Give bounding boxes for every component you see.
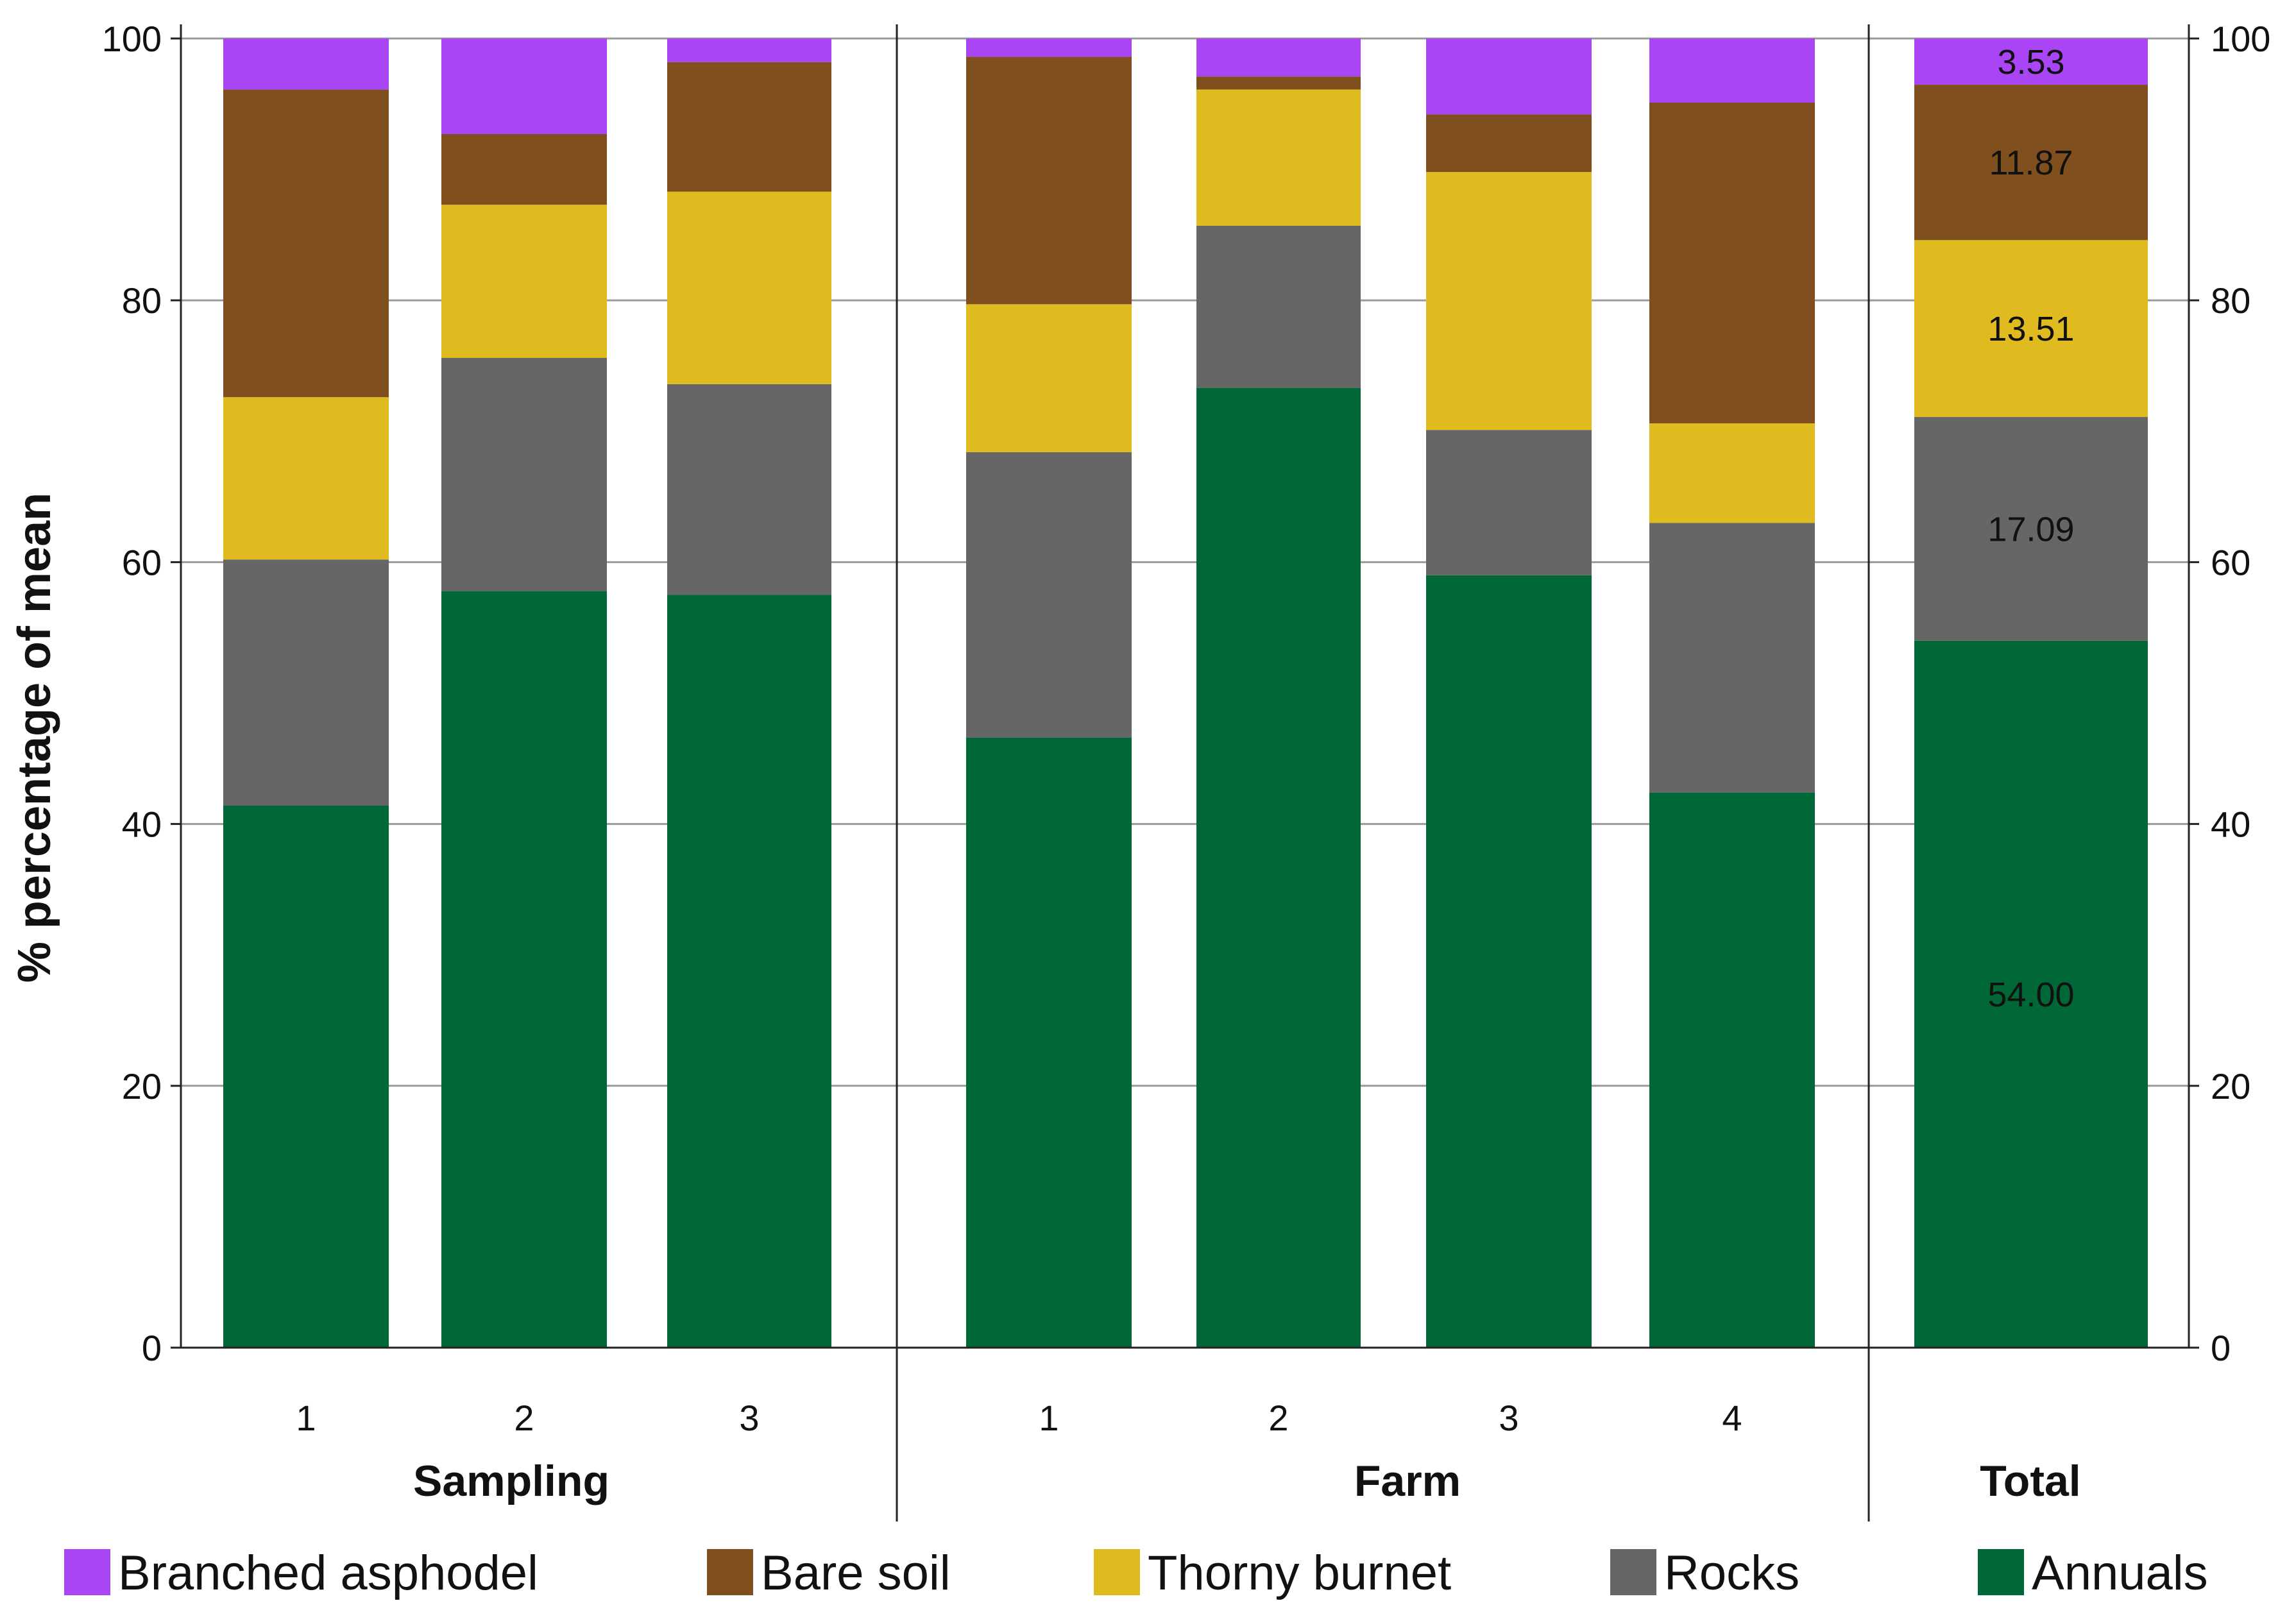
bar-segment-bare-soil (223, 89, 389, 398)
bar-segment-thorny-burnet (966, 304, 1132, 452)
group-label: Farm (1354, 1457, 1461, 1505)
legend-item-rocks: Rocks (1610, 1546, 1799, 1600)
y-axis-title: % percentage of mean (9, 493, 60, 983)
data-label: 54.00 (1987, 976, 2074, 1014)
group-label: Total (1980, 1457, 2080, 1505)
bar-segment-rocks (667, 384, 831, 595)
legend-label: Branched asphodel (118, 1546, 538, 1600)
bar-segment-bare-soil (1914, 85, 2148, 241)
bar-segment-rocks (966, 452, 1132, 738)
y-tick-label-right: 0 (2211, 1328, 2231, 1368)
legend-label: Rocks (1664, 1546, 1799, 1600)
bar-segment-bare-soil (1196, 76, 1361, 90)
x-tick-label: 4 (1722, 1398, 1742, 1438)
y-tick-label-right: 80 (2211, 280, 2250, 321)
bar-segment-annuals (1196, 387, 1361, 1348)
bar-segment-rocks (1649, 523, 1815, 793)
y-tick-label-right: 60 (2211, 542, 2250, 582)
bar-segment-thorny-burnet (441, 205, 607, 359)
bar-segment-branched-asphodel (1914, 38, 2148, 85)
bars (223, 38, 2148, 1348)
bar-segment-thorny-burnet (1914, 240, 2148, 418)
category-labels: 54.00 17.09 13.51 11.87 3.53 1 2 3 1 2 3 4 Sampling F… (296, 43, 2080, 1505)
bar-segment-bare-soil (1426, 114, 1592, 173)
x-tick-label: 2 (514, 1398, 534, 1438)
bar-segment-annuals (441, 591, 607, 1348)
bar-segment-thorny-burnet (1426, 172, 1592, 430)
bar-segment-branched-asphodel (1426, 38, 1592, 115)
bar-segment-annuals (1649, 792, 1815, 1348)
y-tick-label-left: 20 (122, 1066, 162, 1106)
y-tick-label-right: 40 (2211, 804, 2250, 845)
bar-segment-bare-soil (667, 62, 831, 192)
bar-segment-annuals (1426, 575, 1592, 1348)
legend-item-branched-asphodel: Branched asphodel (64, 1546, 538, 1600)
y-tick-label-left: 40 (122, 804, 162, 845)
bar-segment-rocks (1426, 430, 1592, 575)
bar-segment-thorny-burnet (1649, 423, 1815, 523)
bar-segment-thorny-burnet (223, 397, 389, 560)
y-tick-label-left: 100 (102, 19, 162, 59)
x-tick-label: 3 (739, 1398, 759, 1438)
x-tick-label: 3 (1499, 1398, 1518, 1438)
data-label: 11.87 (1989, 144, 2073, 182)
bar-segment-thorny-burnet (1196, 89, 1361, 226)
legend: Branched asphodel Bare soil Thorny burnet R… (64, 1546, 2208, 1600)
bar-segment-branched-asphodel (667, 38, 831, 62)
bar-segment-branched-asphodel (966, 38, 1132, 57)
group-label: Sampling (413, 1457, 609, 1505)
x-tick-label: 1 (296, 1398, 316, 1438)
bar-segment-branched-asphodel (1196, 38, 1361, 77)
legend-item-thorny-burnet: Thorny burnet (1094, 1546, 1451, 1600)
data-label: 13.51 (1987, 310, 2074, 348)
data-label: 17.09 (1987, 510, 2074, 548)
y-tick-label-left: 0 (142, 1328, 162, 1368)
legend-item-bare-soil: Bare soil (707, 1546, 951, 1600)
bar-segment-annuals (667, 595, 831, 1348)
bar-segment-annuals (1914, 640, 2148, 1348)
bar-segment-rocks (441, 358, 607, 591)
y-tick-label-right: 20 (2211, 1066, 2250, 1106)
bar-segment-bare-soil (966, 56, 1132, 305)
y-tick-label-left: 60 (122, 542, 162, 582)
legend-label: Bare soil (761, 1546, 951, 1600)
legend-swatch (1610, 1549, 1656, 1595)
legend-swatch (64, 1549, 110, 1595)
legend-item-annuals: Annuals (1978, 1546, 2208, 1600)
data-label: 3.53 (1997, 43, 2064, 81)
legend-label: Annuals (2032, 1546, 2208, 1600)
x-tick-label: 2 (1268, 1398, 1288, 1438)
bar-segment-annuals (223, 806, 389, 1348)
bar-segment-bare-soil (1649, 103, 1815, 424)
y-tick-label-right: 100 (2211, 19, 2270, 59)
bar-segment-rocks (223, 559, 389, 806)
axis-ticks: 0 0 20 20 40 40 60 60 80 80 100 100 (102, 19, 2271, 1368)
bar-segment-branched-asphodel (223, 38, 389, 90)
bar-segment-rocks (1196, 225, 1361, 388)
bar-segment-bare-soil (441, 133, 607, 205)
legend-swatch (1094, 1549, 1140, 1595)
legend-swatch (1978, 1549, 2024, 1595)
bar-segment-annuals (966, 737, 1132, 1348)
x-tick-label: 1 (1039, 1398, 1059, 1438)
y-tick-label-left: 80 (122, 280, 162, 321)
bar-segment-rocks (1914, 417, 2148, 641)
axes-frame (180, 24, 2190, 1521)
legend-swatch (707, 1549, 753, 1595)
legend-label: Thorny burnet (1148, 1546, 1451, 1600)
bar-segment-branched-asphodel (441, 38, 607, 134)
bar-segment-branched-asphodel (1649, 38, 1815, 103)
bar-segment-thorny-burnet (667, 191, 831, 384)
